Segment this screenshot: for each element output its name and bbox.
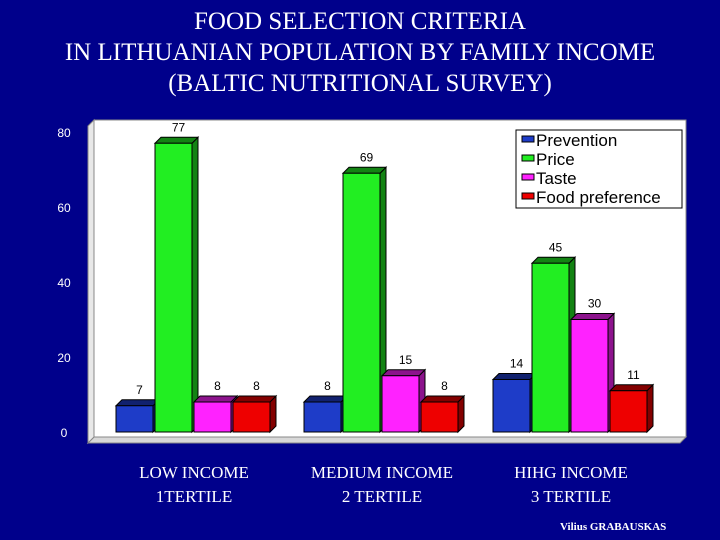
bar-top [341, 166, 388, 174]
bar [420, 401, 459, 433]
title-line-3: (BALTIC NUTRITIONAL SURVEY) [168, 70, 552, 97]
title-line-1: FOOD SELECTION CRITERIA [194, 8, 526, 35]
bar-top [114, 399, 161, 407]
x-tick-label: LOW INCOME [139, 463, 249, 482]
bar [570, 319, 609, 433]
x-tick-label: HIHG INCOME [514, 463, 628, 482]
legend-label: Taste [536, 169, 577, 188]
bar [609, 390, 648, 433]
x-tick-label: 1TERTILE [156, 487, 232, 506]
plot-side-wall [87, 118, 95, 445]
data-label: 11 [627, 368, 640, 382]
x-tick-label: 2 TERTILE [342, 487, 422, 506]
legend-box [515, 129, 683, 209]
y-tick-label: 60 [57, 201, 71, 215]
data-label: 69 [360, 150, 374, 164]
bar [154, 142, 193, 433]
chart-title: FOOD SELECTION CRITERIA IN LITHUANIAN PO… [0, 6, 720, 99]
data-label: 14 [510, 357, 524, 371]
bar [115, 405, 154, 433]
data-label: 8 [441, 379, 448, 393]
y-tick-label: 80 [57, 126, 71, 140]
bar-top [302, 395, 349, 403]
bar-top [153, 136, 200, 144]
bar [193, 401, 232, 433]
data-label: 30 [588, 297, 602, 311]
bar-top [491, 373, 538, 380]
legend-swatch [521, 173, 535, 181]
y-tick-label: 40 [57, 276, 71, 290]
bar [531, 262, 570, 433]
bar-side [191, 136, 199, 434]
bar-top [419, 395, 466, 403]
bar [303, 401, 342, 433]
legend-swatch [521, 135, 535, 143]
legend-swatch [521, 154, 535, 162]
data-label: 8 [324, 379, 331, 393]
title-line-2: IN LITHUANIAN POPULATION BY FAMILY INCOM… [64, 39, 656, 66]
plot-floor [86, 436, 688, 444]
x-tick-label: 3 TERTILE [531, 487, 611, 506]
bar [342, 172, 381, 433]
author-credit: Vilius GRABAUSKAS [560, 521, 667, 533]
data-label: 8 [253, 379, 260, 393]
legend-label: Price [536, 150, 575, 169]
bar-top [231, 395, 278, 403]
bar-top [530, 256, 577, 264]
bar [232, 401, 271, 433]
y-tick-label: 0 [61, 426, 68, 440]
bar-top [192, 395, 239, 403]
data-label: 7 [136, 383, 143, 397]
data-label: 77 [172, 120, 186, 134]
legend-label: Prevention [536, 131, 617, 150]
bar-top [380, 369, 427, 377]
x-tick-label: MEDIUM INCOME [311, 463, 453, 482]
data-label: 8 [214, 379, 221, 393]
y-tick-label: 20 [57, 351, 71, 365]
bar [381, 375, 420, 433]
data-label: 45 [549, 240, 563, 254]
legend-label: Food preference [536, 188, 661, 207]
legend-swatch [521, 192, 535, 200]
bar-side [646, 383, 654, 434]
bar-top [608, 384, 655, 392]
bar [492, 379, 531, 433]
bar-top [569, 313, 616, 320]
data-label: 15 [399, 353, 413, 367]
